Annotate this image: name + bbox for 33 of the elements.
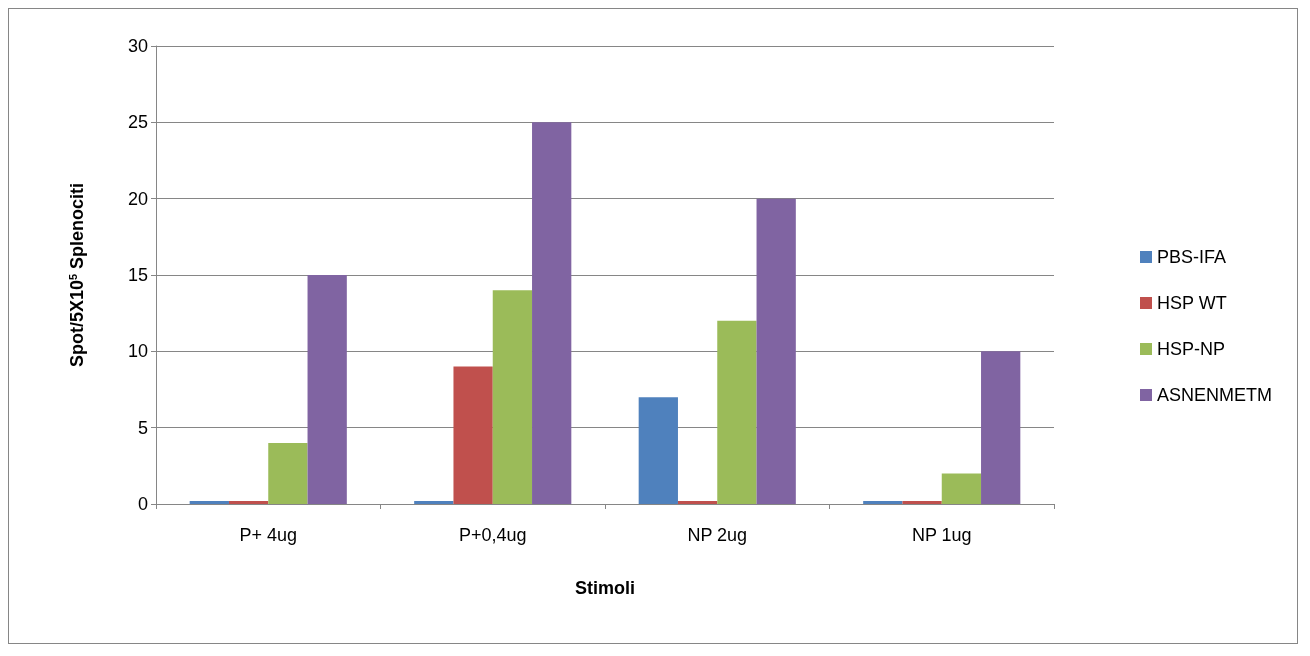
bar bbox=[414, 500, 454, 504]
bar bbox=[863, 500, 903, 504]
y-tick-label: 10 bbox=[127, 341, 148, 362]
bar bbox=[941, 473, 982, 504]
bar bbox=[981, 351, 1021, 504]
legend-label: HSP-NP bbox=[1157, 339, 1226, 359]
legend-label: HSP WT bbox=[1157, 293, 1227, 313]
x-axis-title: Stimoli bbox=[574, 578, 636, 598]
x-tick-label: P+0,4ug bbox=[458, 525, 527, 545]
bar bbox=[638, 397, 678, 504]
bar bbox=[717, 320, 757, 504]
bar bbox=[677, 500, 718, 504]
bar bbox=[902, 500, 942, 504]
bar bbox=[492, 290, 533, 504]
y-tick-label: 20 bbox=[127, 188, 148, 209]
y-tick-label: 0 bbox=[137, 494, 148, 514]
bar bbox=[189, 500, 229, 504]
y-axis-title: Spot/5X105 Splenociti bbox=[66, 182, 87, 368]
y-tick-label: 15 bbox=[127, 265, 148, 285]
bar bbox=[453, 366, 493, 504]
bar bbox=[532, 122, 572, 504]
x-tick-label: NP 1ug bbox=[911, 525, 972, 545]
legend-label: PBS-IFA bbox=[1157, 247, 1227, 267]
bar bbox=[268, 442, 308, 504]
y-tick-label: 25 bbox=[127, 112, 148, 133]
bar bbox=[307, 275, 347, 504]
legend-label: ASNENMETM bbox=[1157, 385, 1273, 405]
x-tick-label: P+ 4ug bbox=[239, 525, 298, 545]
y-tick-label: 30 bbox=[127, 36, 148, 56]
y-tick-label: 5 bbox=[137, 417, 148, 438]
bar bbox=[756, 198, 796, 504]
x-tick-label: NP 2ug bbox=[687, 525, 748, 545]
bar bbox=[228, 500, 269, 504]
